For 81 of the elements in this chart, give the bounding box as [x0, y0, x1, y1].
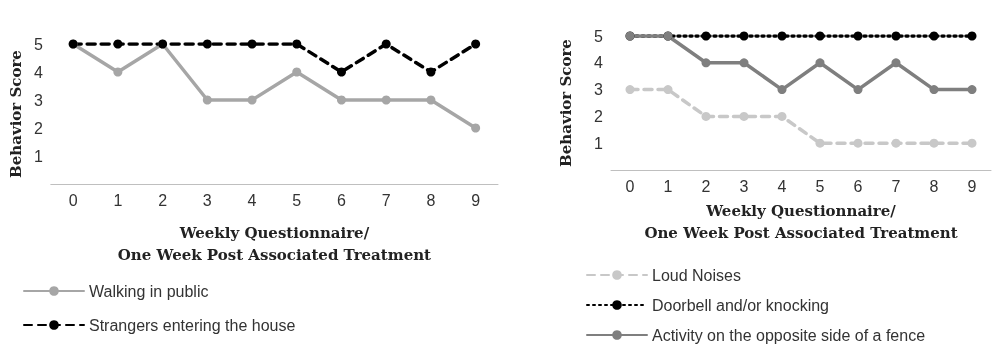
point [426, 67, 436, 77]
y-tick-label: 2 [594, 107, 604, 125]
point [777, 111, 787, 121]
point [967, 138, 977, 148]
x-axis-title: Weekly Questionnaire/ One Week Post Associated Treatment [117, 224, 432, 264]
legend-label: Strangers entering the house [89, 316, 296, 334]
x-tick-label: 2 [158, 191, 168, 209]
point [815, 31, 825, 41]
x-tick-label: 6 [337, 191, 347, 209]
point [777, 31, 787, 41]
point [815, 58, 825, 68]
legend-label: Activity on the opposite side of a fence [652, 326, 926, 344]
x-tick-label: 0 [625, 177, 635, 195]
point [202, 95, 212, 105]
point [739, 31, 749, 41]
point [701, 31, 711, 41]
y-tick-label: 1 [594, 134, 604, 152]
point [853, 85, 863, 95]
point [891, 138, 901, 148]
point [967, 85, 977, 95]
x-tick-label: 5 [292, 191, 302, 209]
x-tick-label: 6 [853, 177, 863, 195]
point [777, 85, 787, 95]
point [202, 39, 212, 49]
y-tick-label: 5 [594, 27, 604, 45]
y-axis-title: Behavior Score [6, 50, 25, 178]
legend-label: Loud Noises [652, 266, 741, 284]
x-tick-label: 2 [701, 177, 711, 195]
point [701, 111, 711, 121]
x-axis-title: Weekly Questionnaire/ One Week Post Associated Treatment [644, 202, 958, 242]
x-tick-label: 9 [471, 191, 481, 209]
point [929, 85, 939, 95]
point [381, 95, 391, 105]
point [471, 123, 481, 133]
point [113, 39, 123, 49]
x-tick-label: 8 [426, 191, 436, 209]
point [292, 67, 302, 77]
y-tick-label: 4 [594, 54, 604, 72]
point [471, 39, 481, 49]
point [929, 138, 939, 148]
point [701, 58, 711, 68]
x-tick-label: 0 [68, 191, 78, 209]
x-tick-label: 8 [929, 177, 939, 195]
x-tick-label: 3 [739, 177, 749, 195]
point [929, 31, 939, 41]
point [891, 31, 901, 41]
point [381, 39, 391, 49]
legend-label: Doorbell and/or knocking [652, 296, 829, 314]
x-tick-label: 7 [891, 177, 901, 195]
point [967, 31, 977, 41]
y-tick-label: 1 [33, 147, 43, 165]
x-tick-label: 3 [202, 191, 212, 209]
x-tick-label: 4 [247, 191, 257, 209]
point [426, 95, 436, 105]
legend-label: Walking in public [89, 282, 209, 300]
x-tick-label: 1 [663, 177, 673, 195]
x-tick-label: 4 [777, 177, 787, 195]
point [247, 95, 257, 105]
point [336, 67, 346, 77]
point [739, 111, 749, 121]
point [853, 138, 863, 148]
y-tick-label: 3 [594, 81, 604, 99]
point [663, 85, 673, 95]
point [113, 67, 123, 77]
y-tick-label: 2 [33, 119, 43, 137]
point [853, 31, 863, 41]
x-tick-label: 9 [967, 177, 977, 195]
x-tick-label: 1 [113, 191, 123, 209]
y-tick-label: 3 [33, 91, 43, 109]
point [247, 39, 257, 49]
x-tick-label: 7 [381, 191, 391, 209]
y-axis-title: Behavior Score [556, 39, 575, 167]
y-tick-label: 5 [33, 35, 43, 53]
y-tick-label: 4 [33, 63, 43, 81]
point [815, 138, 825, 148]
point [292, 39, 302, 49]
point [739, 58, 749, 68]
x-tick-label: 5 [815, 177, 825, 195]
point [336, 95, 346, 105]
point [891, 58, 901, 68]
point [625, 85, 635, 95]
